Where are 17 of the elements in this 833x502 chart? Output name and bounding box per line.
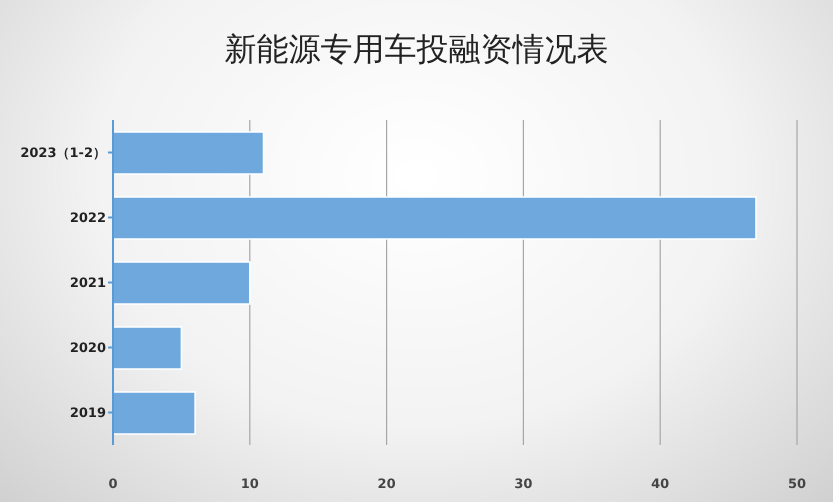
bar <box>113 391 196 435</box>
x-tick-label: 40 <box>651 477 670 492</box>
y-tick-label: 2022 <box>70 211 106 226</box>
y-tick-label: 2021 <box>70 276 106 292</box>
y-tick-label: 2020 <box>70 341 106 356</box>
x-tick-label: 10 <box>240 477 259 492</box>
bar <box>113 261 251 305</box>
bar <box>113 326 182 370</box>
bar <box>113 196 757 240</box>
y-tick-label: 2019 <box>70 406 106 422</box>
x-tick-label: 20 <box>378 477 396 492</box>
x-tick-label: 0 <box>108 477 118 492</box>
x-tick-label: 30 <box>514 477 532 492</box>
x-tick-label: 50 <box>788 477 806 492</box>
bar <box>113 131 264 175</box>
y-tick-label: 2023（1-2） <box>20 146 106 162</box>
chart-title: 新能源专用车投融资情况表 <box>224 29 610 70</box>
